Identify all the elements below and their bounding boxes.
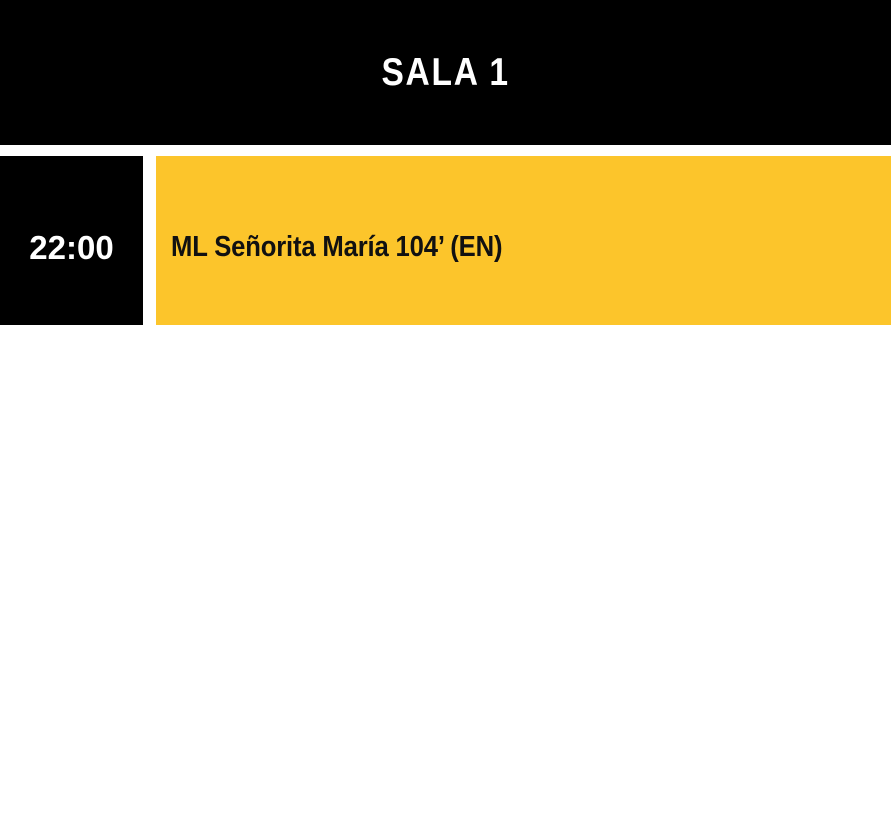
film-entry[interactable]: ML Señorita María 104’ (EN) [171,226,891,268]
page-title: SALA 1 [381,51,510,94]
time-label: 22:00 [29,228,114,266]
time-cell: 22:00 [0,169,143,325]
board-header: SALA 1 [0,0,891,145]
films-cell: ML Señorita María 104’ (EN) [156,169,891,325]
schedule-list: 16:00 CN Soukeina, 4.400 días de noche 2… [0,156,891,325]
film-title: ML Señorita María 104’ (EN) [171,230,503,263]
